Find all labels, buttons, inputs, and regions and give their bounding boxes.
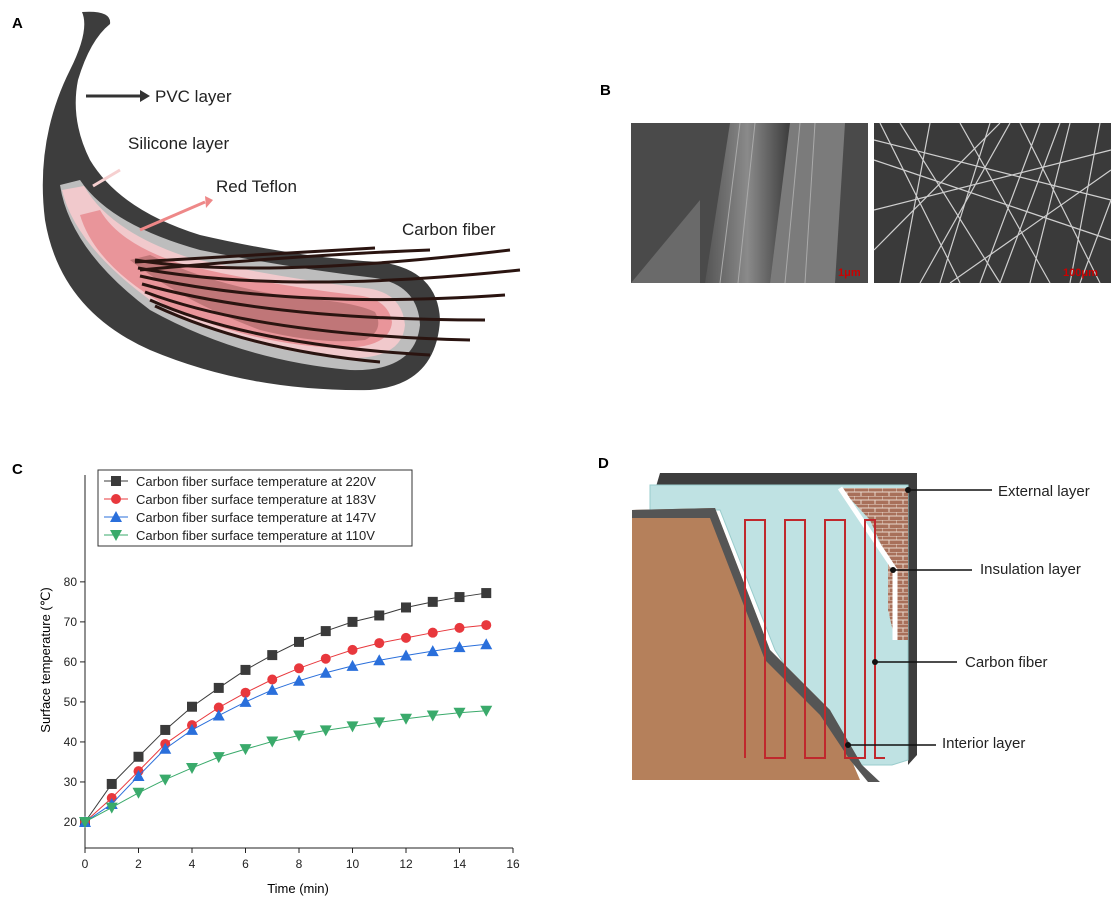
x-tick-label: 0 [82,857,89,871]
marker [428,597,438,607]
series-line [85,644,486,822]
marker [213,752,225,763]
x-axis-label: Time (min) [267,881,329,896]
marker [160,725,170,735]
marker [214,683,224,693]
marker [401,602,411,612]
x-tick-label: 6 [242,857,249,871]
marker [267,675,277,685]
series-line [85,711,486,822]
cable-illustration [43,12,520,390]
annotation: Silicone layer [128,134,229,153]
marker [159,775,171,786]
series-line [85,625,486,822]
wall-illustration [632,473,917,782]
legend-label: Carbon fiber surface temperature at 220V [136,474,376,489]
figure: A PVC layer Silicone layer Red Teflon Ca… [0,0,1113,899]
x-tick-label: 14 [453,857,467,871]
marker [266,684,278,695]
scale-bar-label: 1μm [838,267,861,279]
scale-bar-label: 100μm [1063,267,1098,279]
y-tick-label: 70 [64,615,78,629]
marker [213,710,225,721]
marker [186,763,198,774]
x-tick-label: 16 [506,857,520,871]
marker [267,650,277,660]
x-tick-label: 2 [135,857,142,871]
y-tick-label: 60 [64,655,78,669]
y-tick-label: 30 [64,775,78,789]
marker [374,638,384,648]
panel-label: C [12,461,23,478]
annotation: Insulation layer [980,561,1081,578]
marker [111,494,121,504]
legend-label: Carbon fiber surface temperature at 110V [136,528,375,543]
marker [187,702,197,712]
x-tick-label: 8 [296,857,303,871]
marker [428,628,438,638]
annotation: Interior layer [942,735,1025,752]
series-line [85,593,486,822]
x-tick-label: 4 [189,857,196,871]
marker [134,752,144,762]
marker [320,667,332,678]
marker [321,654,331,664]
legend-label: Carbon fiber surface temperature at 147V [136,510,376,525]
y-tick-label: 20 [64,815,78,829]
marker [294,637,304,647]
marker [107,779,117,789]
marker [401,633,411,643]
x-tick-label: 10 [346,857,360,871]
sem-image [874,123,1111,283]
marker [455,592,465,602]
annotation: Carbon fiber [965,654,1048,671]
y-tick-label: 40 [64,735,78,749]
marker [348,617,358,627]
annotation: PVC layer [155,87,232,106]
panel-label: A [12,15,23,32]
legend-label: Carbon fiber surface temperature at 183V [136,492,376,507]
annotation: Red Teflon [216,177,297,196]
y-axis-label: Surface temperature (℃) [38,587,53,732]
marker [111,476,121,486]
y-tick-label: 80 [64,575,78,589]
panel-label: D [598,455,609,472]
marker [374,610,384,620]
marker [241,665,251,675]
marker [480,638,492,649]
y-tick-label: 50 [64,695,78,709]
marker [455,623,465,633]
marker [266,737,278,748]
annotation: Carbon fiber [402,220,496,239]
marker [294,663,304,673]
marker [293,675,305,686]
marker [240,696,252,707]
marker [321,626,331,636]
marker [481,588,491,598]
annotation: External layer [998,483,1090,500]
chart: 0 2 4 6 8 10 12 14 16 20 30 40 50 60 70 80 Carbon fiber … [64,470,520,871]
x-tick-label: 12 [399,857,413,871]
marker [481,620,491,630]
panel-label: B [600,82,611,99]
marker [133,788,145,799]
marker [240,744,252,755]
sem-image [631,123,868,283]
marker [348,645,358,655]
